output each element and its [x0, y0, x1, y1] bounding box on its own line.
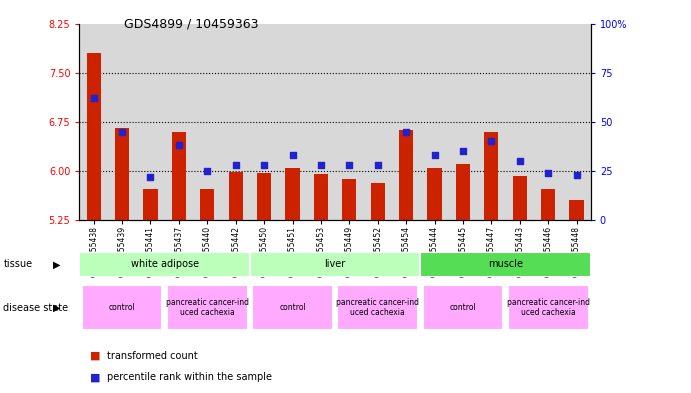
- Text: control: control: [108, 303, 135, 312]
- Point: [457, 148, 468, 154]
- Point: [145, 174, 156, 180]
- Point: [372, 162, 384, 168]
- Bar: [250, 252, 420, 277]
- Bar: [541, 189, 556, 220]
- Point: [315, 162, 326, 168]
- Bar: [172, 132, 186, 220]
- Bar: [285, 168, 300, 220]
- Bar: [314, 174, 328, 220]
- Point: [202, 168, 213, 174]
- Bar: [79, 252, 250, 277]
- Bar: [143, 189, 158, 220]
- Point: [401, 129, 412, 135]
- Bar: [252, 285, 333, 330]
- Bar: [484, 132, 498, 220]
- Point: [88, 95, 100, 101]
- Bar: [513, 176, 527, 220]
- Bar: [115, 129, 129, 220]
- Bar: [569, 200, 584, 220]
- Bar: [370, 183, 385, 220]
- Point: [344, 162, 355, 168]
- Point: [429, 152, 440, 158]
- Bar: [342, 180, 357, 220]
- Text: disease state: disease state: [3, 303, 68, 312]
- Text: ■: ■: [90, 372, 100, 382]
- Bar: [257, 173, 271, 220]
- Text: pancreatic cancer-ind
uced cachexia: pancreatic cancer-ind uced cachexia: [166, 298, 249, 317]
- Text: control: control: [450, 303, 476, 312]
- Text: GDS4899 / 10459363: GDS4899 / 10459363: [124, 18, 259, 31]
- Point: [173, 142, 184, 149]
- Text: transformed count: transformed count: [107, 351, 198, 361]
- Text: tissue: tissue: [3, 259, 32, 269]
- Bar: [420, 252, 591, 277]
- Bar: [167, 285, 247, 330]
- Text: ■: ■: [90, 351, 100, 361]
- Point: [258, 162, 269, 168]
- Text: liver: liver: [325, 259, 346, 269]
- Text: ▶: ▶: [53, 259, 60, 269]
- Point: [486, 138, 497, 145]
- Point: [117, 129, 128, 135]
- Point: [571, 172, 582, 178]
- Text: pancreatic cancer-ind
uced cachexia: pancreatic cancer-ind uced cachexia: [337, 298, 419, 317]
- Text: pancreatic cancer-ind
uced cachexia: pancreatic cancer-ind uced cachexia: [507, 298, 589, 317]
- Point: [542, 170, 553, 176]
- Bar: [508, 285, 589, 330]
- Bar: [337, 285, 418, 330]
- Point: [514, 158, 525, 164]
- Bar: [200, 189, 214, 220]
- Bar: [82, 285, 162, 330]
- Point: [287, 152, 298, 158]
- Bar: [229, 172, 243, 220]
- Text: ▶: ▶: [53, 303, 60, 312]
- Bar: [86, 53, 101, 220]
- Text: muscle: muscle: [488, 259, 523, 269]
- Text: white adipose: white adipose: [131, 259, 199, 269]
- Text: control: control: [279, 303, 306, 312]
- Bar: [399, 130, 413, 220]
- Text: percentile rank within the sample: percentile rank within the sample: [107, 372, 272, 382]
- Bar: [423, 285, 503, 330]
- Bar: [428, 168, 442, 220]
- Point: [230, 162, 241, 168]
- Bar: [456, 164, 470, 220]
